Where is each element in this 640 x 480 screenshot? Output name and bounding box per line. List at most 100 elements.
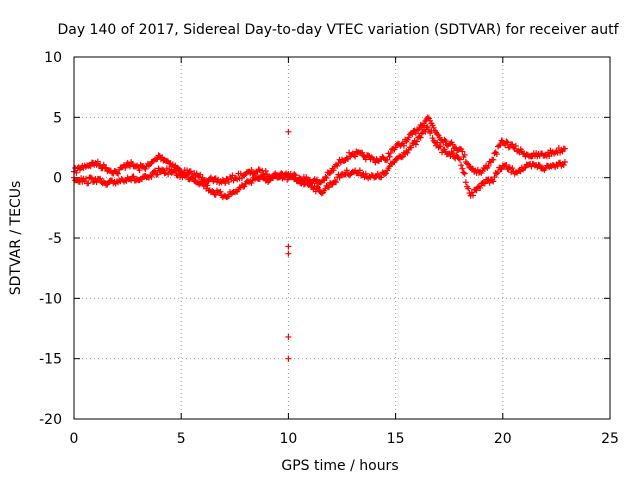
data-point: [79, 178, 86, 185]
data-point: [559, 148, 566, 155]
data-point: [503, 162, 510, 169]
data-point: [509, 165, 516, 172]
data-point: [217, 188, 224, 195]
data-point: [411, 137, 418, 144]
data-point: [422, 128, 429, 135]
data-point: [94, 158, 101, 165]
data-point: [464, 160, 471, 167]
data-point: [155, 152, 162, 159]
x-tick-label: 15: [387, 431, 405, 447]
data-point: [334, 162, 341, 169]
data-point: [486, 179, 493, 186]
data-point: [155, 165, 162, 172]
data-point: [465, 185, 472, 192]
data-point: [490, 178, 497, 185]
data-point: [186, 176, 193, 183]
outlier-point: [285, 128, 292, 135]
data-point: [412, 141, 419, 148]
data-point: [498, 166, 505, 173]
data-point: [455, 155, 462, 162]
data-point: [283, 172, 290, 179]
data-point: [343, 154, 350, 161]
data-point: [411, 127, 418, 134]
x-tick-label: 25: [601, 431, 619, 447]
data-point: [151, 167, 158, 174]
data-point: [88, 175, 95, 182]
data-point: [218, 179, 225, 186]
axis-ticks: 0 5 10 15 20 25 -20 -15 -10 -5 0 5 10: [39, 50, 619, 447]
data-point: [485, 162, 492, 169]
data-point: [327, 170, 334, 177]
data-point: [190, 175, 197, 182]
outlier-point: [285, 243, 292, 250]
data-point: [166, 160, 173, 167]
data-point: [362, 170, 369, 177]
data-point: [459, 148, 466, 155]
data-point: [331, 177, 338, 184]
data-point: [303, 177, 310, 184]
data-point: [477, 184, 484, 191]
data-point: [459, 165, 466, 172]
data-point: [441, 136, 448, 143]
data-point: [412, 130, 419, 137]
data-point: [505, 144, 512, 151]
data-point: [198, 178, 205, 185]
data-point: [434, 131, 441, 138]
data-point: [97, 175, 104, 182]
data-point: [347, 171, 354, 178]
data-point: [248, 179, 255, 186]
data-point: [437, 143, 444, 150]
data-point: [429, 135, 436, 142]
data-point: [430, 124, 437, 131]
data-point: [207, 189, 214, 196]
data-point: [536, 162, 543, 169]
data-point: [122, 164, 129, 171]
data-point: [82, 175, 89, 182]
data-point: [418, 123, 425, 130]
y-tick-label: -10: [39, 291, 62, 307]
data-point: [559, 161, 566, 168]
data-point: [352, 153, 359, 160]
data-point: [172, 168, 179, 175]
data-point: [134, 162, 141, 169]
data-point: [400, 142, 407, 149]
data-point: [304, 180, 311, 187]
data-point: [418, 130, 425, 137]
data-point: [391, 158, 398, 165]
data-point: [448, 148, 455, 155]
y-tick-label: 0: [53, 171, 62, 187]
data-point: [115, 170, 122, 177]
data-point: [442, 137, 449, 144]
data-point: [491, 174, 498, 181]
x-axis-label: GPS time / hours: [281, 458, 398, 474]
chart-title: Day 140 of 2017, Sidereal Day-to-day VTE…: [57, 22, 619, 38]
data-point: [101, 164, 108, 171]
data-point: [449, 141, 456, 148]
data-point: [416, 133, 423, 140]
data-point: [379, 169, 386, 176]
data-point: [171, 167, 178, 174]
data-point: [374, 170, 381, 177]
data-point: [434, 139, 441, 146]
y-tick-label: 5: [53, 110, 62, 126]
data-point: [390, 145, 397, 152]
data-point: [495, 169, 502, 176]
data-point: [229, 189, 236, 196]
data-point: [333, 179, 340, 186]
data-point: [428, 127, 435, 134]
data-point: [204, 182, 211, 189]
data-point: [241, 172, 248, 179]
data-point: [224, 193, 231, 200]
data-point: [225, 179, 232, 186]
data-point: [551, 150, 558, 157]
data-point: [391, 146, 398, 153]
data-point: [229, 172, 236, 179]
data-point: [540, 165, 547, 172]
data-point: [368, 172, 375, 179]
x-tick-label: 20: [494, 431, 512, 447]
data-point: [512, 142, 519, 149]
data-point: [100, 161, 107, 168]
data-point: [148, 173, 155, 180]
data-point: [404, 149, 411, 156]
